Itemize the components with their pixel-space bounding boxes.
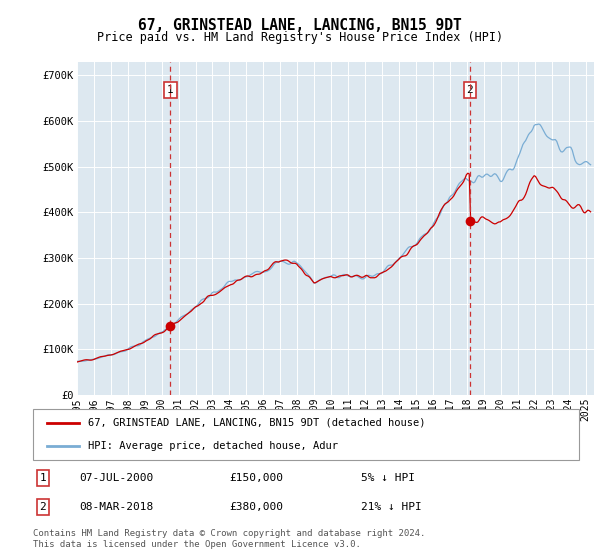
Text: 21% ↓ HPI: 21% ↓ HPI — [361, 502, 421, 512]
Text: 2: 2 — [466, 85, 473, 95]
Text: 1: 1 — [167, 85, 174, 95]
Text: 07-JUL-2000: 07-JUL-2000 — [79, 473, 154, 483]
Text: £150,000: £150,000 — [230, 473, 284, 483]
Text: 08-MAR-2018: 08-MAR-2018 — [79, 502, 154, 512]
Text: £380,000: £380,000 — [230, 502, 284, 512]
Text: 2: 2 — [40, 502, 46, 512]
Text: 1: 1 — [40, 473, 46, 483]
Text: 67, GRINSTEAD LANE, LANCING, BN15 9DT (detached house): 67, GRINSTEAD LANE, LANCING, BN15 9DT (d… — [88, 418, 425, 428]
FancyBboxPatch shape — [33, 409, 579, 460]
Text: 67, GRINSTEAD LANE, LANCING, BN15 9DT: 67, GRINSTEAD LANE, LANCING, BN15 9DT — [138, 18, 462, 33]
Text: 5% ↓ HPI: 5% ↓ HPI — [361, 473, 415, 483]
Text: HPI: Average price, detached house, Adur: HPI: Average price, detached house, Adur — [88, 441, 338, 451]
Text: Contains HM Land Registry data © Crown copyright and database right 2024.
This d: Contains HM Land Registry data © Crown c… — [33, 529, 425, 549]
Text: Price paid vs. HM Land Registry's House Price Index (HPI): Price paid vs. HM Land Registry's House … — [97, 31, 503, 44]
